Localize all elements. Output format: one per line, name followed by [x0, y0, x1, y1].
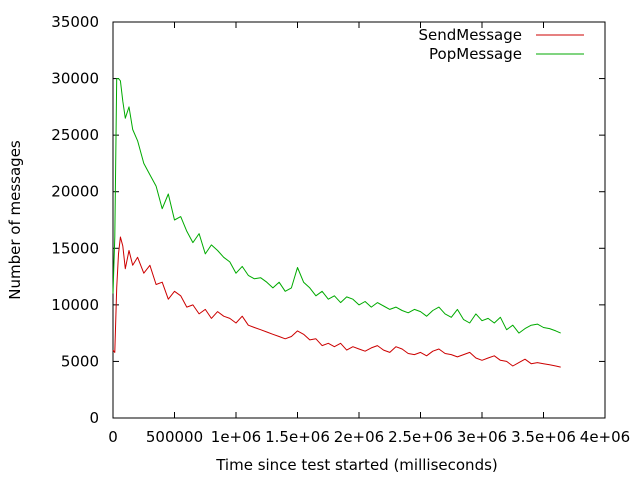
x-tick-label: 3e+06 — [457, 428, 507, 446]
y-tick-label: 10000 — [51, 296, 99, 314]
axis-ticks: 0 5000 10000 15000 20000 25000 30000 35000 0 5000… — [51, 13, 630, 446]
series-line-popmessage — [112, 78, 561, 334]
y-axis-label: Number of messages — [6, 140, 24, 300]
legend-label-sendmessage: SendMessage — [418, 26, 522, 44]
series-lines — [112, 78, 561, 368]
x-tick-label: 0 — [108, 428, 118, 446]
x-tick-label: 1.5e+06 — [265, 428, 330, 446]
x-tick-label: 4e+06 — [580, 428, 630, 446]
x-tick-label: 500000 — [146, 428, 203, 446]
x-tick-label: 1e+06 — [211, 428, 261, 446]
y-tick-label: 35000 — [51, 13, 99, 31]
x-tick-label: 2e+06 — [334, 428, 384, 446]
y-tick-label: 5000 — [61, 352, 99, 370]
y-tick-label: 30000 — [51, 70, 99, 88]
x-tick-label: 2.5e+06 — [388, 428, 453, 446]
x-axis-label: Time since test started (milliseconds) — [215, 456, 498, 474]
y-tick-label: 15000 — [51, 239, 99, 257]
plot-frame — [112, 21, 606, 419]
y-tick-label: 0 — [89, 409, 99, 427]
x-tick-label: 3.5e+06 — [511, 428, 576, 446]
legend-label-popmessage: PopMessage — [429, 45, 522, 63]
y-tick-label: 25000 — [51, 126, 99, 144]
series-line-sendmessage — [112, 236, 561, 368]
y-tick-label: 20000 — [51, 183, 99, 201]
plot-border — [112, 21, 606, 419]
